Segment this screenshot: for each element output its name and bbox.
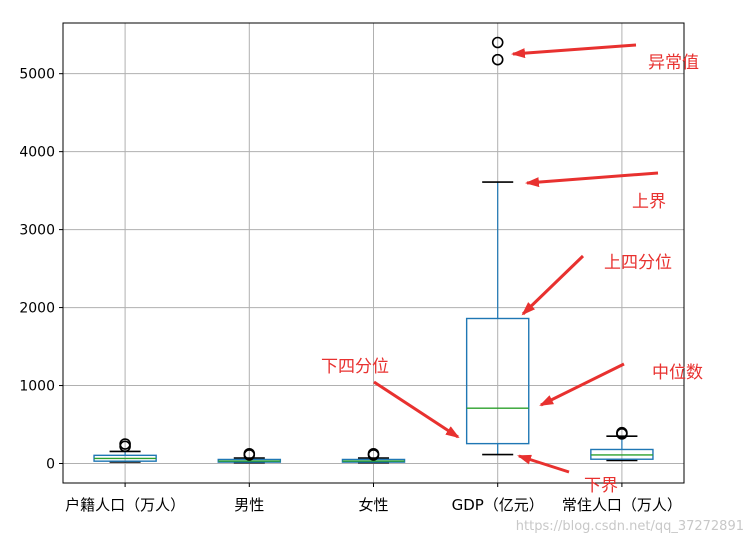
outlier-arrow [511, 43, 637, 59]
box-series [93, 36, 654, 464]
outlier-point [616, 426, 628, 439]
upper-whisker-label: 上界 [632, 192, 666, 212]
outlier-point [491, 53, 504, 66]
y-tick-label: 3000 [19, 223, 55, 239]
x-tick-label: GDP（亿元） [452, 496, 544, 514]
x-axis: 户籍人口（万人） 男性 女性 GDP（亿元） 常住人口（万人） [65, 483, 682, 514]
upper-whisker-arrow [525, 171, 659, 188]
box-2 [217, 447, 282, 464]
outlier-point [243, 447, 256, 460]
iqr-box [465, 317, 530, 445]
lower-quartile-arrow [373, 380, 460, 439]
y-axis: 0 1000 2000 3000 4000 5000 [19, 67, 63, 473]
outlier-point [367, 447, 380, 460]
y-tick-label: 5000 [19, 67, 55, 83]
outlier-label: 异常值 [648, 53, 699, 73]
median-arrow [539, 362, 625, 407]
watermark: https://blog.csdn.net/qq_37272891 [516, 519, 744, 534]
y-tick-label: 1000 [19, 379, 55, 395]
outlier-point [491, 36, 504, 49]
box-4 [465, 36, 530, 456]
upper-quartile-arrow [521, 254, 585, 316]
grid-lines [63, 23, 684, 483]
y-tick-label: 2000 [19, 301, 55, 317]
y-tick-label: 4000 [19, 145, 55, 161]
median-label: 中位数 [652, 363, 703, 383]
box-3 [341, 447, 406, 464]
box-5 [590, 426, 654, 462]
box-1 [93, 438, 157, 463]
lower-whisker-arrow [517, 454, 570, 474]
annotations: 异常值 上界 上四分位 下四分位 中位数 下界 [321, 43, 703, 496]
x-tick-label: 常住人口（万人） [562, 496, 682, 514]
outlier-point [119, 438, 131, 450]
lower-quartile-label: 下四分位 [321, 357, 389, 377]
x-tick-label: 女性 [358, 496, 388, 514]
upper-quartile-label: 上四分位 [604, 253, 672, 273]
y-tick-label: 0 [46, 457, 55, 473]
x-tick-label: 户籍人口（万人） [65, 496, 185, 514]
lower-whisker-label: 下界 [584, 476, 618, 496]
x-tick-label: 男性 [234, 496, 264, 514]
